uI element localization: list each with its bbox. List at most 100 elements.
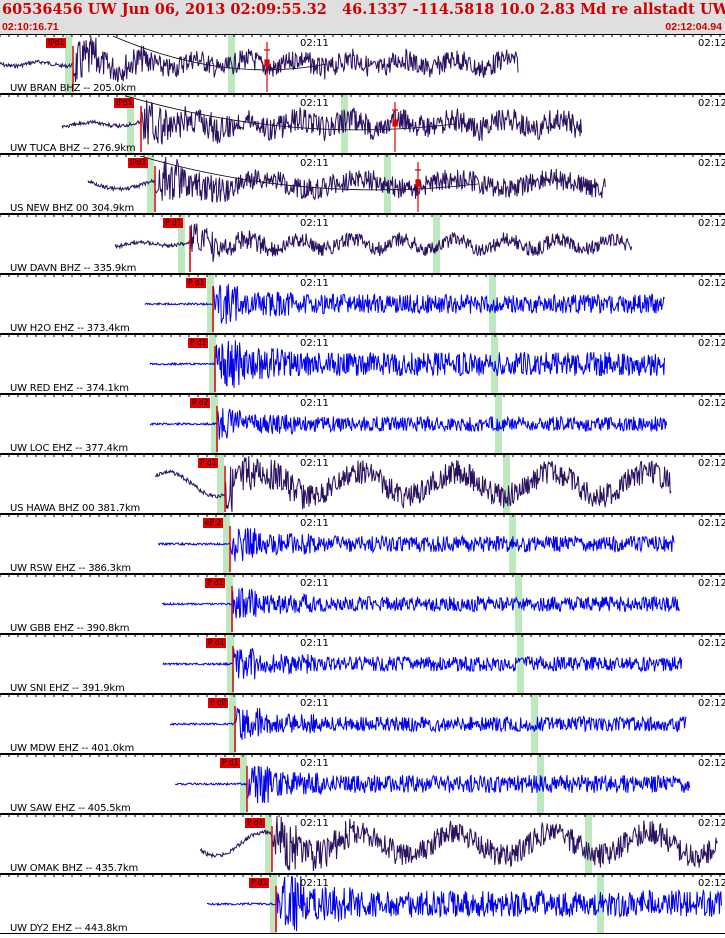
waveform-trace [149,408,668,440]
trace-panel[interactable]: P d1 02:11 02:12 UW RED EHZ -- 374.1km [0,334,725,394]
secondary-pick-marker [392,102,398,152]
time-scale-ticks [0,334,725,337]
minute-mark-label: 02:11 [300,638,329,649]
station-label: UW SNI EHZ -- 391.9km [10,683,125,694]
minute-mark-label: 02:12 [698,698,725,709]
station-label: UW RED EHZ -- 374.1km [10,383,129,394]
trace-plot [0,274,725,334]
time-window-marker [178,214,185,274]
pick-label[interactable]: P d1 [188,338,209,348]
trace-panel[interactable]: P d1 02:11 02:12 US HAWA BHZ 00 381.7km [0,454,725,514]
trace-panel[interactable]: P d1 02:11 02:12 UW DAVN BHZ -- 335.9km [0,214,725,274]
secondary-pick-marker [264,42,270,92]
trace-panel[interactable]: P d1 02:11 02:12 UW OMAK BHZ -- 435.7km [0,814,725,874]
minute-mark-label: 02:12 [698,518,725,529]
trace-plot [0,514,725,574]
pick-label[interactable]: P d1 [198,458,219,468]
minute-mark-label: 02:11 [300,818,329,829]
time-window-marker [503,454,510,514]
pick-label[interactable]: IPd1 [128,158,149,168]
time-scale-ticks [0,274,725,277]
waveform-trace [157,527,675,562]
minute-mark-label: 02:12 [698,638,725,649]
time-scale-ticks [0,94,725,97]
minute-mark-label: 02:12 [698,158,725,169]
time-window-marker [341,94,348,154]
time-window-marker [517,634,524,694]
minute-mark-label: 02:12 [698,878,725,889]
pick-label[interactable]: P d1 [206,638,227,648]
time-scale-ticks [0,514,725,517]
pick-label[interactable]: P d1 [186,278,207,288]
window-end-time: 02:12:04.94 [665,21,722,33]
minute-mark-label: 02:11 [300,158,329,169]
trace-panel[interactable]: P d1 02:11 02:12 UW GBB EHZ -- 390.8km [0,574,725,634]
minute-mark-label: 02:11 [300,278,329,289]
station-label: UW RSW EHZ -- 386.3km [10,563,131,574]
trace-plot [0,754,725,814]
pick-label[interactable]: P d1 [245,818,266,828]
time-window-marker [489,274,496,334]
trace-panel[interactable]: P d2 02:11 02:12 UW LOC EHZ -- 377.4km [0,394,725,454]
waveform-trace [87,156,606,203]
station-label: UW BRAN BHZ -- 205.0km [10,83,136,94]
minute-mark-label: 02:11 [300,38,329,49]
pick-label[interactable]: P d2 [190,398,211,408]
minute-mark-label: 02:11 [300,518,329,529]
pick-label[interactable]: P d1 [205,578,226,588]
event-title: 60536456 UW Jun 06, 2013 02:09:55.32 46.… [2,1,725,18]
pick-label[interactable]: P d1 [220,758,241,768]
minute-mark-label: 02:12 [698,818,725,829]
trace-panel[interactable]: IPd1 02:11 02:12 US NEW BHZ 00 304.9km [0,154,725,214]
minute-mark-label: 02:12 [698,218,725,229]
trace-plot [0,334,725,394]
pick-label[interactable]: IPd1 [46,38,67,48]
time-window-marker [265,814,272,874]
pick-label[interactable]: IPd1 [114,98,135,108]
minute-mark-label: 02:11 [300,698,329,709]
secondary-pick-marker [415,162,421,212]
waveform-trace [61,99,582,145]
minute-mark-label: 02:12 [698,578,725,589]
time-scale-ticks [0,814,725,817]
trace-panel[interactable]: IPd1 02:11 02:12 UW BRAN BHZ -- 205.0km [0,34,725,94]
trace-panel[interactable]: P d1 02:11 02:12 UW SNI EHZ -- 391.9km [0,634,725,694]
minute-mark-label: 02:12 [698,398,725,409]
minute-mark-label: 02:11 [300,398,329,409]
pick-label[interactable]: P d1 [163,218,184,228]
trace-panel[interactable]: P d1 02:11 02:12 UW H2O EHZ -- 373.4km [0,274,725,334]
waveform-trace [207,875,722,932]
waveform-trace [199,815,718,872]
pick-label[interactable]: P d1 [249,878,270,888]
station-label: UW DAVN BHZ -- 335.9km [10,263,137,274]
trace-plot [0,874,725,934]
pick-label[interactable]: eP 2 [203,518,224,528]
trace-plot [0,34,725,94]
trace-panel[interactable]: IPd1 02:11 02:12 UW TUCA BHZ -- 276.9km [0,94,725,154]
station-label: UW OMAK BHZ -- 435.7km [10,863,139,874]
waveform-trace [149,340,665,388]
trace-panel[interactable]: eP 2 02:11 02:12 UW RSW EHZ -- 386.3km [0,514,725,574]
trace-plot [0,694,725,754]
time-window-marker [531,694,538,754]
time-scale-ticks [0,154,725,157]
time-scale-ticks [0,34,725,37]
time-window-marker [495,394,502,454]
minute-mark-label: 02:12 [698,278,725,289]
time-window-marker [65,34,72,94]
pick-label[interactable]: P d0 [208,698,229,708]
trace-panel[interactable]: P d1 02:11 02:12 UW DY2 EHZ -- 443.8km [0,874,725,934]
time-scale-ticks [0,454,725,457]
time-scale-ticks [0,694,725,697]
trace-panel[interactable]: P d1 02:11 02:12 UW SAW EHZ -- 405.5km [0,754,725,814]
time-scale-ticks [0,574,725,577]
trace-panel[interactable]: P d0 02:11 02:12 UW MDW EHZ -- 401.0km [0,694,725,754]
station-label: UW MDW EHZ -- 401.0km [10,743,135,754]
station-label: UW SAW EHZ -- 405.5km [10,803,131,814]
time-window-marker [270,874,277,934]
time-scale-ticks [0,394,725,397]
station-label: UW TUCA BHZ -- 276.9km [10,143,136,154]
station-label: UW H2O EHZ -- 373.4km [10,323,130,334]
minute-mark-label: 02:11 [300,98,329,109]
minute-mark-label: 02:12 [698,38,725,49]
